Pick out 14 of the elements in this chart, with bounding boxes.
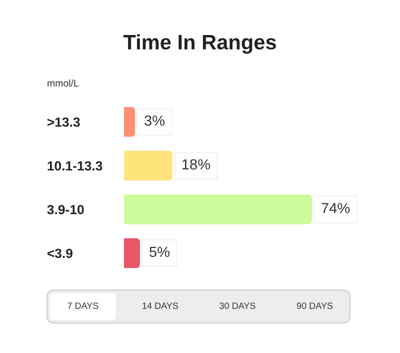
y-axis-title: mmol/L (48, 79, 79, 87)
text: 7 DAYS (68, 302, 98, 309)
data-label: 5% (150, 246, 170, 258)
data-label: 18% (182, 159, 210, 170)
y-tick-label: 3.9-10 (47, 204, 84, 214)
y-tick-label: >13.3 (47, 117, 80, 127)
text: 30 DAYS (220, 302, 256, 309)
data-label: 3% (144, 115, 165, 126)
y-tick-label: 10.1-13.3 (48, 161, 102, 171)
y-tick-label: <3.9 (47, 248, 72, 258)
text: 14 DAYS (142, 302, 178, 309)
chart-title: Time In Ranges (123, 34, 276, 54)
data-label: 74% (322, 203, 350, 214)
text: 90 DAYS (296, 302, 333, 309)
